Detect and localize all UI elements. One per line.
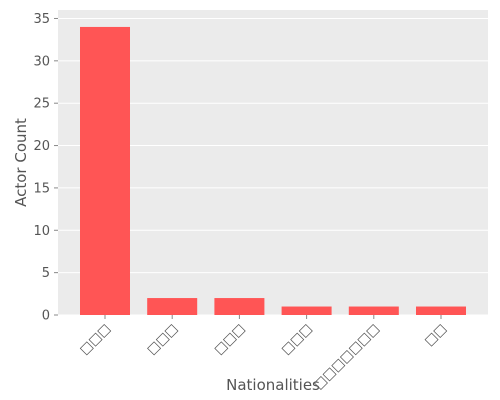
y-tick-label: 30 [33, 54, 50, 69]
x-tick-label: □□□□□□□ [311, 321, 382, 392]
bars [80, 26, 466, 315]
x-tick-label: □□□ [144, 321, 181, 358]
x-axis-title: Nationalities [226, 376, 320, 394]
x-tick-label: □□□ [212, 321, 249, 358]
y-tick-label: 0 [42, 309, 50, 324]
y-axis-ticks: 0 5 10 15 20 25 30 35 [33, 12, 58, 324]
x-tick-label: □□□ [279, 321, 316, 358]
bar [80, 26, 130, 315]
bar [348, 306, 399, 315]
y-tick-label: 25 [33, 97, 50, 112]
y-tick-label: 35 [33, 12, 50, 27]
y-tick-label: 10 [33, 224, 50, 239]
x-tick-label: □□□ [77, 321, 114, 358]
x-tick-label: □□ [422, 321, 450, 349]
y-tick-label: 15 [33, 181, 50, 196]
bar [416, 306, 466, 315]
y-tick-label: 5 [42, 266, 50, 281]
bar [214, 298, 265, 315]
bar [147, 298, 198, 315]
bar [281, 306, 332, 315]
y-axis-title: Actor Count [12, 118, 30, 207]
y-tick-label: 20 [33, 139, 50, 154]
